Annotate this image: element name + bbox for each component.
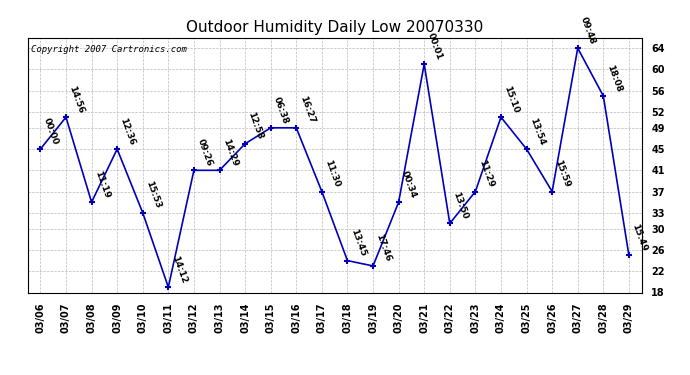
Text: 00:34: 00:34 bbox=[400, 170, 418, 200]
Text: 09:26: 09:26 bbox=[195, 138, 214, 168]
Text: 13:50: 13:50 bbox=[451, 191, 469, 220]
Text: 15:59: 15:59 bbox=[553, 159, 572, 189]
Text: 12:36: 12:36 bbox=[119, 116, 137, 146]
Text: 13:54: 13:54 bbox=[528, 116, 546, 146]
Text: 15:53: 15:53 bbox=[144, 180, 162, 210]
Text: 18:08: 18:08 bbox=[604, 63, 623, 93]
Text: 00:00: 00:00 bbox=[42, 117, 60, 146]
Text: 11:29: 11:29 bbox=[477, 159, 495, 189]
Text: 14:56: 14:56 bbox=[68, 84, 86, 114]
Title: Outdoor Humidity Daily Low 20070330: Outdoor Humidity Daily Low 20070330 bbox=[186, 20, 483, 35]
Text: Copyright 2007 Cartronics.com: Copyright 2007 Cartronics.com bbox=[30, 45, 186, 54]
Text: 16:27: 16:27 bbox=[297, 95, 316, 125]
Text: 12:58: 12:58 bbox=[246, 111, 265, 141]
Text: 15:10: 15:10 bbox=[502, 84, 520, 114]
Text: 13:45: 13:45 bbox=[349, 228, 367, 258]
Text: 00:01: 00:01 bbox=[426, 32, 444, 61]
Text: 14:12: 14:12 bbox=[170, 254, 188, 284]
Text: 06:38: 06:38 bbox=[272, 95, 290, 125]
Text: 11:30: 11:30 bbox=[323, 159, 342, 189]
Text: 11:19: 11:19 bbox=[93, 170, 111, 200]
Text: 09:48: 09:48 bbox=[579, 15, 598, 45]
Text: 15:49: 15:49 bbox=[630, 222, 649, 252]
Text: 14:29: 14:29 bbox=[221, 137, 239, 168]
Text: 17:46: 17:46 bbox=[375, 233, 393, 263]
